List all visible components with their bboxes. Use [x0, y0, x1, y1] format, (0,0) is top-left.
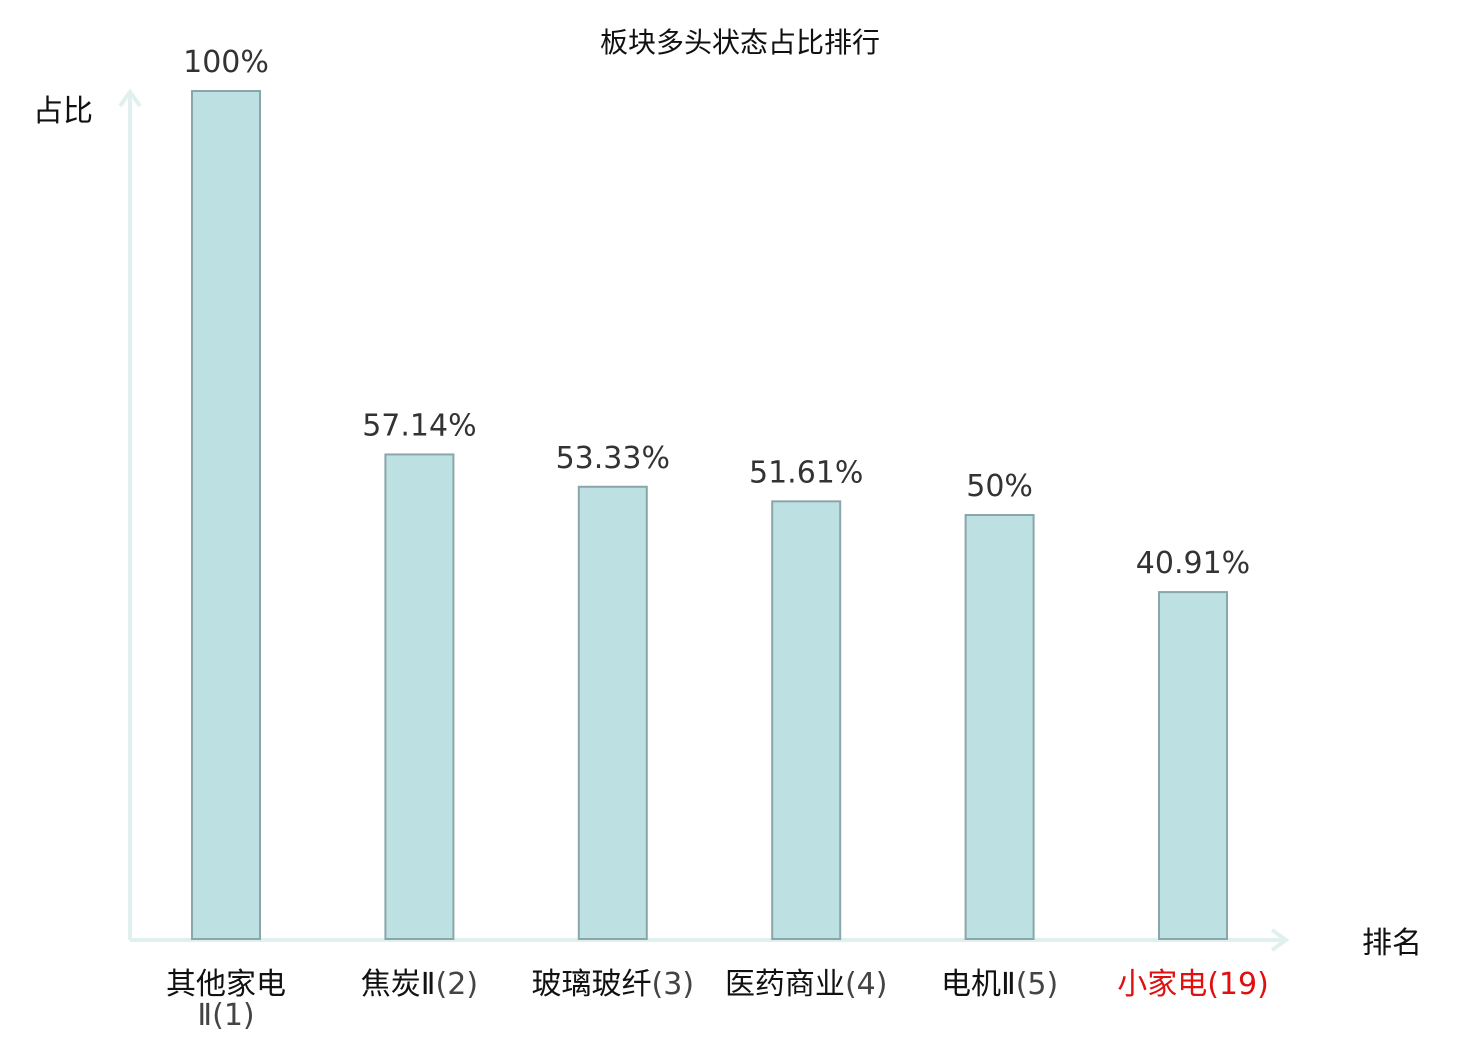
value-label-2: 57.14% [362, 408, 476, 443]
chart-title: 板块多头状态占比排行 [600, 26, 880, 59]
value-labels-group: 100% 57.14% 53.33% 51.61% 50% 40.91% [183, 45, 1250, 581]
bar-3 [577, 485, 648, 940]
bar-2 [384, 453, 455, 940]
value-label-6: 40.91% [1136, 546, 1250, 581]
x-axis-label: 排名 [1362, 926, 1422, 961]
category-label-3: 玻璃玻纤(3) [532, 967, 695, 1002]
category-label-4: 医药商业(4) [725, 967, 888, 1002]
y-axis-label: 占比 [33, 94, 93, 129]
bar-4 [771, 500, 842, 940]
bar-5 [964, 514, 1035, 940]
category-label-6: 小家电(19) [1117, 967, 1269, 1002]
value-label-5: 50% [966, 469, 1033, 504]
category-label-5: 电机Ⅱ(5) [941, 967, 1058, 1002]
bars-group [191, 90, 1228, 940]
category-labels-group: 其他家电 Ⅱ(1) 焦炭Ⅱ(2) 玻璃玻纤(3) 医药商业(4) 电机Ⅱ(5) 小家电(19… [166, 967, 1269, 1033]
bar-1 [191, 90, 261, 940]
y-axis-arrow [118, 88, 142, 108]
category-label-1: 其他家电 Ⅱ(1) [166, 967, 286, 1033]
axes [118, 88, 1290, 952]
value-label-3: 53.33% [556, 441, 670, 476]
value-label-4: 51.61% [749, 455, 863, 490]
x-axis-arrow [1270, 928, 1290, 952]
value-label-1: 100% [183, 45, 269, 80]
category-label-2: 焦炭Ⅱ(2) [361, 967, 478, 1002]
bar-6 [1158, 591, 1228, 940]
